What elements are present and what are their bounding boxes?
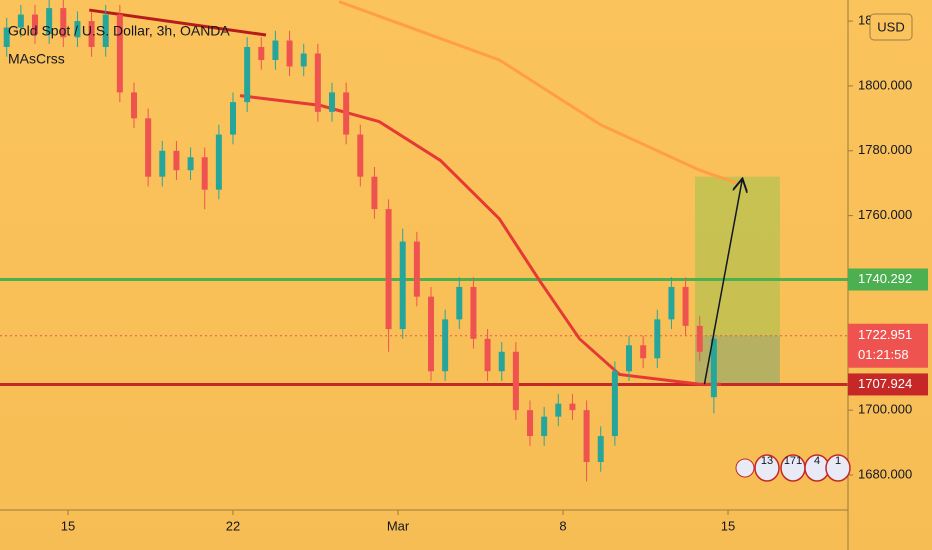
y-tick-label: 1800.000 — [858, 77, 912, 92]
candle-body — [145, 118, 152, 177]
events: 13 171 4 1 — [735, 454, 851, 482]
countdown: 01:21:58 — [858, 347, 909, 362]
candle-body — [60, 8, 67, 38]
event-count[interactable]: 171 — [784, 455, 802, 467]
candle-body — [159, 150, 166, 177]
currency-box[interactable] — [869, 13, 913, 41]
candle-body — [17, 14, 24, 28]
last-price-badge — [848, 323, 928, 368]
x-tick-label: 22 — [226, 518, 240, 533]
candle-body — [456, 286, 463, 320]
candle-body — [527, 410, 534, 437]
candle-body — [3, 27, 10, 48]
candle-body — [102, 14, 109, 48]
candle-body — [46, 8, 53, 35]
candle-body — [583, 410, 590, 463]
candle-body — [569, 403, 576, 411]
level-badge — [848, 373, 928, 396]
event-badge[interactable] — [825, 454, 851, 482]
candle-body — [258, 47, 265, 60]
position-stop — [695, 335, 780, 385]
candle-body — [611, 371, 618, 437]
candle-body — [413, 241, 420, 297]
level-label: 1707.924 — [858, 376, 912, 391]
moving-average — [89, 8, 267, 37]
candle-body — [244, 47, 251, 103]
candle-body — [640, 345, 647, 359]
candle-body — [385, 209, 392, 330]
position-target — [695, 176, 780, 336]
candle-body — [484, 338, 491, 372]
candle-body — [131, 92, 138, 119]
y-tick-label: 1680.000 — [858, 466, 912, 481]
level-label: 1740.292 — [858, 271, 912, 286]
candle-body — [626, 345, 633, 372]
candle-body — [32, 14, 39, 35]
candle-body — [399, 241, 406, 330]
candle-body — [470, 286, 477, 339]
candle-body — [173, 150, 180, 171]
candle-body — [329, 92, 336, 112]
candle-body — [116, 14, 123, 93]
candle-body — [654, 319, 661, 359]
candle-body — [201, 157, 208, 190]
plot-area — [0, 0, 848, 482]
candle-body — [597, 436, 604, 463]
candle-body — [314, 53, 321, 112]
candle-body — [428, 296, 435, 372]
indicator-name: MAsCrss — [8, 51, 65, 67]
candle-body — [498, 351, 505, 372]
chart-title: Gold Spot / U.S. Dollar, 3h, OANDA — [8, 23, 230, 39]
moving-average — [338, 0, 738, 185]
candle-body — [88, 21, 95, 48]
axes: 1680.0001700.0001720.0001740.0001760.000… — [61, 13, 928, 533]
event-count[interactable]: 4 — [814, 455, 820, 467]
candle-body — [230, 102, 237, 135]
candle-body — [555, 403, 562, 417]
moving-average — [239, 94, 721, 386]
candle-body — [215, 134, 222, 190]
candle-body — [541, 416, 548, 437]
candle-body — [710, 338, 717, 398]
candle-body — [668, 286, 675, 320]
event-flag — [735, 458, 755, 478]
currency[interactable]: USD — [877, 19, 904, 34]
y-tick-label: 1780.000 — [858, 142, 912, 157]
candle-body — [343, 92, 350, 135]
x-tick-label: 15 — [721, 518, 735, 533]
x-tick-label: 15 — [61, 518, 75, 533]
event-count[interactable]: 13 — [761, 455, 773, 467]
candle-body — [357, 134, 364, 177]
candle-body — [696, 325, 703, 352]
x-tick-label: 8 — [559, 518, 566, 533]
event-count[interactable]: 1 — [835, 455, 841, 467]
candle-body — [272, 40, 279, 60]
candle-body — [300, 53, 307, 67]
candle-body — [371, 176, 378, 210]
candle-body — [286, 40, 293, 67]
y-tick-label: 1700.000 — [858, 402, 912, 417]
candle-body — [512, 351, 519, 411]
y-tick-label: 1760.000 — [858, 207, 912, 222]
candle-body — [187, 157, 194, 171]
candle-body — [442, 319, 449, 372]
level-badge — [848, 268, 928, 291]
candle-body — [74, 21, 81, 38]
event-badge[interactable] — [754, 454, 780, 482]
candle-body — [682, 286, 689, 326]
x-tick-label: Mar — [387, 518, 410, 533]
arrow — [703, 180, 742, 385]
last-price-label: 1722.951 — [858, 327, 912, 342]
